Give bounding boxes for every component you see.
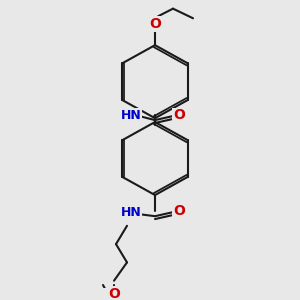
Text: O: O <box>108 287 120 300</box>
Text: O: O <box>149 17 161 31</box>
Text: O: O <box>173 108 185 122</box>
Text: O: O <box>173 204 185 218</box>
Text: HN: HN <box>121 109 141 122</box>
Text: HN: HN <box>121 206 141 219</box>
